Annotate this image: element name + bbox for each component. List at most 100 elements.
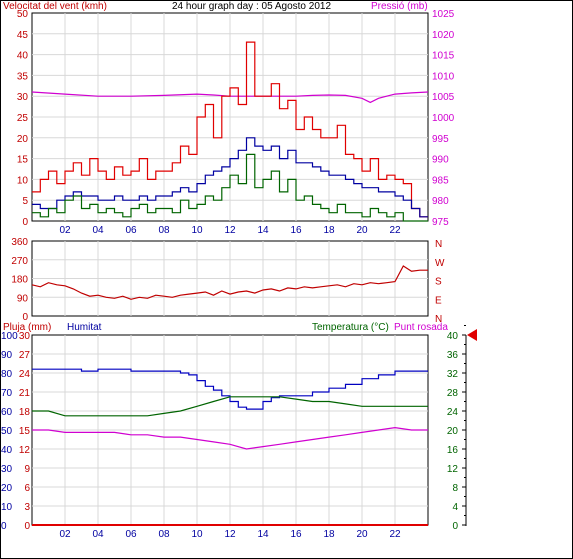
temperature-tick-label: 36	[447, 350, 459, 361]
compass-label: N	[435, 314, 442, 325]
direction-y-tick-labels: 360 270 180 90 0	[11, 237, 28, 323]
temperature-axis-label: Temperatura (°C)	[312, 322, 389, 333]
rain-axis-label: Pluja (mm)	[3, 322, 51, 333]
humidity-tick-label: 100	[1, 331, 18, 342]
rain-tick-label: 18	[19, 407, 31, 418]
humidity-tick-label: 90	[1, 350, 13, 361]
x-tick-label: 20	[356, 529, 368, 540]
humidity-tick-label: 70	[1, 388, 13, 399]
pressure-tick-label: 985	[432, 175, 449, 186]
direction-tick-label: 270	[11, 256, 28, 267]
wind-tick-label: 40	[17, 51, 29, 62]
temperature-tick-label: 8	[452, 483, 458, 494]
temperature-tick-label: 28	[447, 388, 459, 399]
x-tick-label: 18	[323, 529, 335, 540]
x-tick-label: 12	[224, 529, 236, 540]
humidity-axis-label: Humitat	[67, 322, 102, 333]
rain-tick-labels: 0 3 6 9 12 15 18 21 24 27 30	[19, 331, 31, 532]
wind-x-tick-labels: 02 04 06 08 10 12 14 16 18 20 22	[59, 225, 401, 236]
wind-tick-label: 0	[22, 217, 28, 228]
x-tick-label: 14	[257, 529, 269, 540]
humidity-tick-label: 40	[1, 445, 13, 456]
humidity-tick-label: 60	[1, 407, 13, 418]
pressure-tick-label: 980	[432, 196, 449, 207]
direction-tick-label: 0	[22, 312, 28, 323]
x-tick-label: 08	[158, 225, 170, 236]
wind-tick-label: 50	[17, 9, 29, 20]
compass-label: N	[435, 239, 442, 250]
x-tick-label: 04	[92, 529, 104, 540]
pressure-tick-label: 975	[432, 217, 449, 228]
x-tick-label: 02	[59, 225, 71, 236]
direction-tick-label: 180	[11, 275, 28, 286]
humidity-tick-label: 20	[1, 483, 13, 494]
wind-axis-label: Velocitat del vent (kmh)	[3, 1, 107, 12]
direction-tick-label: 360	[11, 237, 28, 248]
temperature-tick-label: 0	[452, 521, 458, 532]
dew_point-line	[32, 426, 428, 450]
x-tick-label: 16	[290, 529, 302, 540]
x-tick-label: 06	[125, 225, 137, 236]
compass-label: W	[435, 258, 445, 269]
gust-line	[32, 41, 428, 218]
rain-tick-label: 12	[19, 445, 31, 456]
wind-panel-series	[31, 41, 429, 222]
wind-tick-label: 10	[17, 175, 29, 186]
chart-title: 24 hour graph day : 05 Agosto 2012	[172, 1, 331, 12]
humidity-tick-label: 50	[1, 426, 13, 437]
wind-tick-label: 15	[17, 155, 29, 166]
pressure-tick-label: 1000	[432, 113, 455, 124]
temperature-tick-label: 32	[447, 369, 459, 380]
pressure-tick-label: 1025	[432, 9, 455, 20]
rain-tick-label: 0	[24, 521, 30, 532]
rain-tick-label: 3	[24, 502, 30, 513]
compass-label: E	[435, 295, 442, 306]
x-tick-label: 22	[389, 225, 401, 236]
dew-point-axis-label: Punt rosada	[394, 322, 448, 333]
rain-tick-label: 6	[24, 483, 30, 494]
temperature-line	[32, 396, 428, 417]
wind-tick-label: 25	[17, 113, 29, 124]
pressure-tick-label: 1015	[432, 51, 455, 62]
pressure-tick-label: 1005	[432, 92, 455, 103]
x-tick-label: 04	[92, 225, 104, 236]
pressure-y-tick-labels: 975 980 985 990 995 1000 1005 1010 1015 1020 1025	[432, 9, 455, 228]
wind-tick-label: 5	[22, 196, 28, 207]
rain-tick-label: 30	[19, 331, 31, 342]
rain-tick-label: 21	[19, 388, 31, 399]
x-tick-label: 06	[125, 529, 137, 540]
pressure-tick-label: 995	[432, 134, 449, 145]
x-tick-label: 18	[323, 225, 335, 236]
pressure-tick-label: 990	[432, 155, 449, 166]
direction-panel-series	[31, 265, 428, 300]
temperature-axis: 0 4 8 12 16 20 24 28 32 36 40	[447, 325, 467, 532]
wind-tick-label: 45	[17, 30, 29, 41]
wind-direction-line	[31, 265, 428, 300]
x-tick-label: 08	[158, 529, 170, 540]
rain-tick-label: 15	[19, 426, 31, 437]
direction-panel-grid	[32, 241, 428, 316]
pressure-tick-label: 1010	[432, 71, 455, 82]
x-tick-label: 16	[290, 225, 302, 236]
current-temperature-marker-icon	[467, 329, 477, 341]
pressure-axis-label: Pressió (mb)	[371, 1, 428, 12]
temperature-tick-label: 20	[447, 426, 459, 437]
humidity-tick-label: 0	[1, 521, 7, 532]
humidity-tick-labels: 0 10 20 30 40 50 60 70 80 90 100	[1, 331, 18, 532]
compass-label: S	[435, 277, 442, 288]
x-tick-label: 12	[224, 225, 236, 236]
wind-y-tick-labels: 0 5 10 15 20 25 30 35 40 45 50	[17, 9, 29, 228]
x-tick-label: 10	[191, 529, 203, 540]
x-tick-label: 02	[59, 529, 71, 540]
temperature-tick-label: 40	[447, 331, 459, 342]
rain-tick-label: 27	[19, 350, 31, 361]
humidity-tick-label: 80	[1, 369, 13, 380]
temperature-tick-label: 12	[447, 464, 459, 475]
x-tick-label: 10	[191, 225, 203, 236]
humidity-line	[32, 368, 428, 410]
temperature-tick-label: 16	[447, 445, 459, 456]
